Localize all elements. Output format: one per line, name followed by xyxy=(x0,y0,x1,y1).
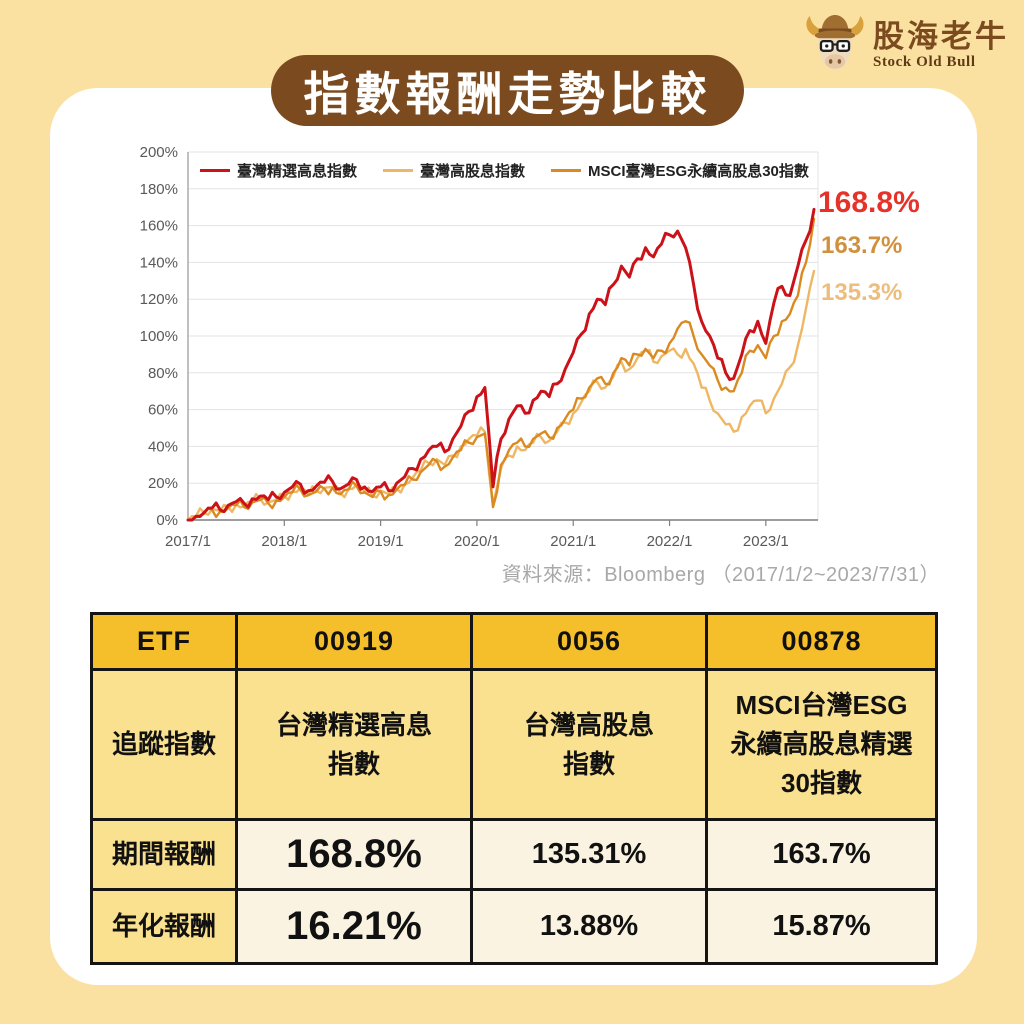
annualized-return-0056: 13.88% xyxy=(470,888,708,965)
annualized-return-00878: 15.87% xyxy=(705,888,938,965)
svg-text:60%: 60% xyxy=(148,402,178,419)
brand-name-zh: 股海老牛 xyxy=(873,18,1009,54)
table-row-period-return: 期間報酬 168.8% 135.31% 163.7% xyxy=(90,818,938,891)
tracked-index-00878: MSCI台灣ESG 永續高股息精選 30指數 xyxy=(705,668,938,821)
row-label-period-return: 期間報酬 xyxy=(90,818,238,891)
table-header-0056: 0056 xyxy=(470,612,708,671)
svg-text:40%: 40% xyxy=(148,438,178,455)
svg-text:180%: 180% xyxy=(140,181,178,198)
tracked-index-00919: 台灣精選高息 指數 xyxy=(235,668,473,821)
svg-text:160%: 160% xyxy=(140,218,178,235)
trend-chart: 0% 20% 40% 60% 80% 100% 120% 140% 160% 180% 200% 20… xyxy=(128,140,920,570)
end-label-red: 168.8% xyxy=(818,186,920,219)
brand-name-en: Stock Old Bull xyxy=(873,54,976,71)
bull-icon xyxy=(806,14,864,71)
svg-text:100%: 100% xyxy=(140,328,178,345)
legend-label: 臺灣精選高息指數 xyxy=(237,163,358,180)
period-return-00878: 163.7% xyxy=(705,818,938,891)
svg-text:2019/1: 2019/1 xyxy=(358,533,404,550)
svg-text:2021/1: 2021/1 xyxy=(550,533,596,550)
legend-item-1: 臺灣高股息指數 xyxy=(383,160,525,181)
comparison-table: ETF 00919 0056 00878 追蹤指數 台灣精選高息 指數 台灣高股… xyxy=(90,612,938,965)
table-header-00919: 00919 xyxy=(235,612,473,671)
svg-text:2022/1: 2022/1 xyxy=(647,533,693,550)
legend-swatch xyxy=(383,169,414,172)
title-banner: 指數報酬走勢比較 xyxy=(271,55,744,126)
page-title: 指數報酬走勢比較 xyxy=(303,67,712,120)
svg-text:2023/1: 2023/1 xyxy=(743,533,789,550)
line-chart-canvas: 0% 20% 40% 60% 80% 100% 120% 140% 160% 180% 200% 20… xyxy=(140,144,819,550)
period-return-0056: 135.31% xyxy=(470,818,708,891)
row-label-tracked-index: 追蹤指數 xyxy=(90,668,238,821)
svg-text:0%: 0% xyxy=(156,512,178,529)
table-row-tracked-index: 追蹤指數 台灣精選高息 指數 台灣高股息 指數 MSCI台灣ESG 永續高股息精… xyxy=(90,668,938,821)
svg-text:140%: 140% xyxy=(140,254,178,271)
legend-swatch xyxy=(200,169,230,172)
legend-item-0: 臺灣精選高息指數 xyxy=(200,160,357,181)
legend-label: MSCI臺灣ESG永續高股息30指數 xyxy=(588,163,809,180)
end-label-light-orange: 135.3% xyxy=(821,279,903,306)
table-row-annualized-return: 年化報酬 16.21% 13.88% 15.87% xyxy=(90,888,938,965)
svg-text:120%: 120% xyxy=(140,291,178,308)
brand-logo: 股海老牛 Stock Old Bull xyxy=(804,12,1009,78)
svg-text:2017/1: 2017/1 xyxy=(165,533,211,550)
tracked-index-0056: 台灣高股息 指數 xyxy=(470,668,708,821)
svg-text:80%: 80% xyxy=(148,365,178,382)
chart-legend: 臺灣精選高息指數 臺灣高股息指數 MSCI臺灣ESG永續高股息30指數 xyxy=(200,160,809,181)
annualized-return-00919: 16.21% xyxy=(235,888,473,965)
legend-item-2: MSCI臺灣ESG永續高股息30指數 xyxy=(551,160,809,181)
table-header-00878: 00878 xyxy=(705,612,938,671)
svg-text:2018/1: 2018/1 xyxy=(261,533,307,550)
end-label-dark-orange: 163.7% xyxy=(821,232,903,259)
svg-text:200%: 200% xyxy=(140,144,178,161)
table-header-etf: ETF xyxy=(90,612,238,671)
brand-text: 股海老牛 Stock Old Bull xyxy=(873,19,1009,72)
svg-text:20%: 20% xyxy=(148,475,178,492)
legend-swatch xyxy=(551,169,582,172)
period-return-00919: 168.8% xyxy=(235,818,473,891)
svg-text:2020/1: 2020/1 xyxy=(454,533,500,550)
data-source-note: 資料來源：Bloomberg （2017/1/2~2023/7/31） xyxy=(501,564,940,586)
table-row-etf: ETF 00919 0056 00878 xyxy=(90,612,938,671)
legend-label: 臺灣高股息指數 xyxy=(420,163,526,180)
row-label-annualized-return: 年化報酬 xyxy=(90,888,238,965)
